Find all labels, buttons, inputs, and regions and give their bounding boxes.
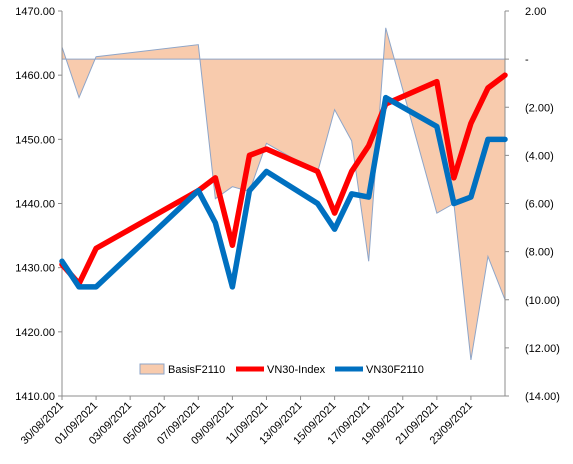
basis-area-outline <box>61 27 506 360</box>
right-axis-tick-label: 2.00 <box>525 6 546 18</box>
legend: BasisF2110 VN30-Index VN30F2110 <box>139 363 424 376</box>
left-axis-tick-label: 1420.00 <box>15 327 55 339</box>
basis-area-layer <box>61 27 506 360</box>
basis-area-fill <box>62 27 505 360</box>
legend-label-vn30-index: VN30-Index <box>267 364 326 376</box>
right-axis-tick-label: (8.00) <box>525 247 554 259</box>
left-axis-tick-label: 1470.00 <box>15 6 55 18</box>
left-axis-tick-label: 1440.00 <box>15 199 55 211</box>
left-axis-tick-label: 1410.00 <box>15 391 55 403</box>
legend-swatch-basisf2110 <box>139 363 165 375</box>
series-line-vn30f2110 <box>59 94 508 290</box>
legend-label-basisf2110: BasisF2110 <box>168 364 225 376</box>
left-axis-tick-label: 1450.00 <box>15 134 55 146</box>
right-axis-tick-label: (2.00) <box>525 102 554 114</box>
right-axis-tick-label: - <box>525 54 529 66</box>
right-axis-tick-label: (12.00) <box>525 343 560 355</box>
right-axis-tick-label: (4.00) <box>525 150 554 162</box>
right-axis-tick-label: (10.00) <box>525 295 560 307</box>
series-line-vn30-index <box>59 72 508 287</box>
right-axis-tick-label: (14.00) <box>525 391 560 403</box>
lines-layer <box>59 72 508 290</box>
left-axis-tick-label: 1430.00 <box>15 263 55 275</box>
right-axis-tick-label: (6.00) <box>525 199 554 211</box>
left-axis-tick-label: 1460.00 <box>15 70 55 82</box>
legend-label-vn30f2110: VN30F2110 <box>366 364 424 376</box>
axes-layer: 1410.00 1420.00 1430.00 1440.00 1450.00 1460.… <box>15 6 560 447</box>
